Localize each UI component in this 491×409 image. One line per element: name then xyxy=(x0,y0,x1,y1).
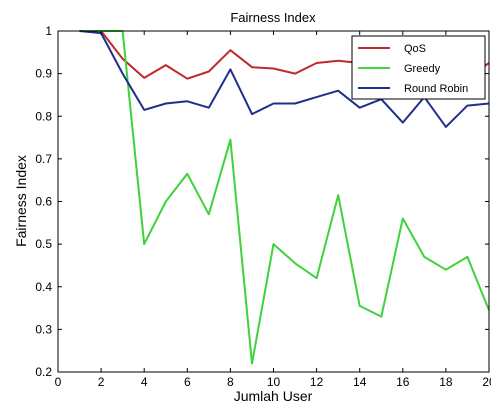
y-tick-label: 0.4 xyxy=(35,280,52,294)
y-tick-label: 0.2 xyxy=(35,365,52,379)
series-line-round-robin xyxy=(79,30,490,128)
y-axis-label: Fairness Index xyxy=(13,155,29,247)
y-tick-label: 0.9 xyxy=(35,67,52,81)
x-tick-label: 18 xyxy=(439,375,453,389)
legend-label-greedy: Greedy xyxy=(404,63,441,75)
y-tick-label: 0.5 xyxy=(35,237,52,251)
chart-title: Fairness Index xyxy=(230,10,316,25)
x-tick-label: 2 xyxy=(98,375,105,389)
y-tick-label: 0.8 xyxy=(35,109,52,123)
x-tick-label: 4 xyxy=(141,375,148,389)
x-tick-label: 6 xyxy=(184,375,191,389)
y-tick-label: 1 xyxy=(45,24,52,38)
x-tick-label: 10 xyxy=(267,375,281,389)
x-tick-label: 16 xyxy=(396,375,410,389)
y-tick-label: 0.7 xyxy=(35,152,52,166)
y-tick-label: 0.3 xyxy=(35,322,52,336)
x-tick-label: 8 xyxy=(227,375,234,389)
tick-layer: 0 2 4 6 8 10 12 14 16 18 20 0.2 0.3 0.4 0.5 0.6 0.7 0.8 0.… xyxy=(35,24,491,389)
x-tick-label: 12 xyxy=(310,375,324,389)
x-tick-label: 20 xyxy=(482,375,491,389)
series-line-greedy xyxy=(79,30,490,365)
legend-label-round-robin: Round Robin xyxy=(404,83,468,95)
legend: QoS Greedy Round Robin xyxy=(351,35,486,100)
y-tick-label: 0.6 xyxy=(35,195,52,209)
legend-label-qos: QoS xyxy=(404,43,426,55)
x-axis-label: Jumlah User xyxy=(234,388,313,404)
x-tick-label: 0 xyxy=(55,375,62,389)
x-tick-label: 14 xyxy=(353,375,367,389)
